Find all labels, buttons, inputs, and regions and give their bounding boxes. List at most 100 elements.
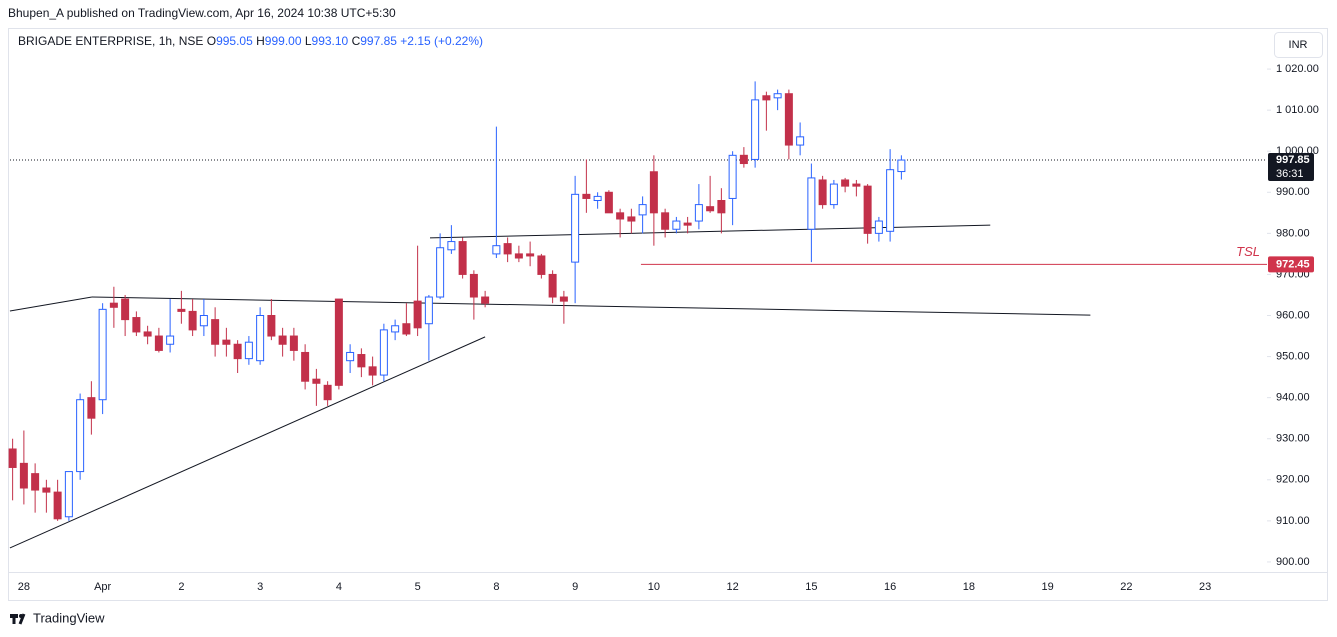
candle-body: [526, 253, 535, 257]
candle-body: [897, 159, 906, 173]
candle-body: [739, 154, 748, 165]
candle-body: [728, 154, 737, 199]
y-tick-label: 960.00: [1276, 309, 1310, 321]
candle-body: [784, 93, 793, 146]
candle-body: [323, 384, 332, 401]
ohlc-h: 999.00: [265, 34, 302, 48]
candle-body: [886, 169, 895, 232]
candle-body: [368, 366, 377, 376]
currency-button[interactable]: [1274, 32, 1323, 58]
candle-body: [278, 335, 287, 345]
x-tick-label: 23: [1199, 581, 1211, 593]
pane: [8, 81, 1267, 549]
candle-body: [244, 341, 253, 360]
ohlc-o-label: O: [207, 34, 216, 48]
candle-body: [829, 183, 838, 206]
ohlc-l-label: L: [305, 34, 312, 48]
logo-mark: [12, 613, 26, 625]
candle-body: [357, 354, 366, 368]
x-tick-label: 8: [493, 581, 499, 593]
currency[interactable]: INR: [1289, 39, 1308, 51]
logo-text: TradingView: [33, 610, 105, 625]
candle-body: [289, 335, 298, 351]
candle-body: [109, 302, 118, 308]
trend-line: [9, 296, 93, 312]
candle-body: [627, 216, 636, 222]
candle-body: [706, 206, 715, 212]
candle-body: [638, 204, 647, 216]
ohlc-c: 997.85: [360, 34, 397, 48]
x-tick-label: 22: [1120, 581, 1132, 593]
candle-body: [8, 448, 17, 468]
candle-body: [199, 315, 208, 327]
candle-body: [166, 335, 175, 345]
candle-body: [559, 296, 568, 302]
candle-body: [548, 273, 557, 298]
x-tick-label: 15: [805, 581, 817, 593]
last-price-box: [1268, 153, 1314, 182]
y-tick-label: 950.00: [1276, 350, 1310, 362]
candle-body: [154, 335, 163, 351]
y-tick-label: 940.00: [1276, 392, 1310, 404]
candle-body: [492, 245, 501, 255]
candle-body: [796, 136, 805, 146]
candle-body: [514, 253, 523, 259]
candle-body: [188, 310, 197, 331]
candle-body: [661, 212, 670, 230]
candle-body: [863, 185, 872, 234]
candle-body: [267, 315, 276, 337]
candle-body: [143, 331, 152, 337]
countdown: 36:31: [1276, 168, 1304, 180]
candle-body: [852, 183, 861, 187]
tsl-price-box: [1268, 256, 1314, 273]
x-tick-label: 19: [1042, 581, 1054, 593]
candle-body: [841, 179, 850, 187]
candle-body: [469, 273, 478, 298]
candle-body: [503, 243, 512, 255]
x-tick-label: 3: [257, 581, 263, 593]
x-tick-label: 9: [572, 581, 578, 593]
ohlc-h-label: H: [256, 34, 265, 48]
x-tick-label: 10: [648, 581, 660, 593]
last-price-label: 997.85: [1276, 154, 1310, 166]
publisher: Bhupen_A published on TradingView.com, A…: [8, 6, 396, 20]
y-tick-label: 1 020.00: [1276, 63, 1319, 75]
candle-body: [64, 471, 73, 518]
chart-frame: [8, 28, 1328, 601]
ohlc-o: 995.05: [216, 34, 253, 48]
candle-body: [402, 323, 411, 335]
candle-body: [312, 378, 321, 384]
candle-body: [256, 315, 265, 362]
candle-body: [413, 300, 422, 329]
candle-body: [582, 193, 591, 199]
y-tick-label: 930.00: [1276, 433, 1310, 445]
candle-body: [593, 195, 602, 202]
logo: [10, 613, 26, 625]
candle-body: [537, 255, 546, 275]
x-tick-label: 4: [336, 581, 342, 593]
y-tick-label: 990.00: [1276, 186, 1310, 198]
candle-body: [672, 220, 681, 230]
candle-body: [424, 296, 433, 325]
candle-body: [211, 319, 220, 345]
x-tick-label: 5: [415, 581, 421, 593]
candle-body: [31, 473, 40, 491]
y-tick-label: 1 010.00: [1276, 104, 1319, 116]
trend-line: [9, 336, 486, 549]
tsl-price-label: 972.45: [1276, 258, 1310, 270]
y-tick-label: 980.00: [1276, 227, 1310, 239]
candle-body: [604, 191, 613, 214]
candle-body: [53, 491, 62, 520]
candle-body: [458, 241, 467, 275]
x-tick-label: 2: [178, 581, 184, 593]
candle-body: [447, 241, 456, 251]
candle-body: [301, 351, 310, 382]
y-tick-label: 910.00: [1276, 515, 1310, 527]
candle-body: [874, 220, 883, 234]
candle-body: [121, 298, 130, 321]
candle-body: [76, 399, 85, 473]
candle-body: [334, 298, 343, 386]
trend-line: [91, 296, 1091, 316]
x-tick-label: Apr: [94, 581, 111, 593]
